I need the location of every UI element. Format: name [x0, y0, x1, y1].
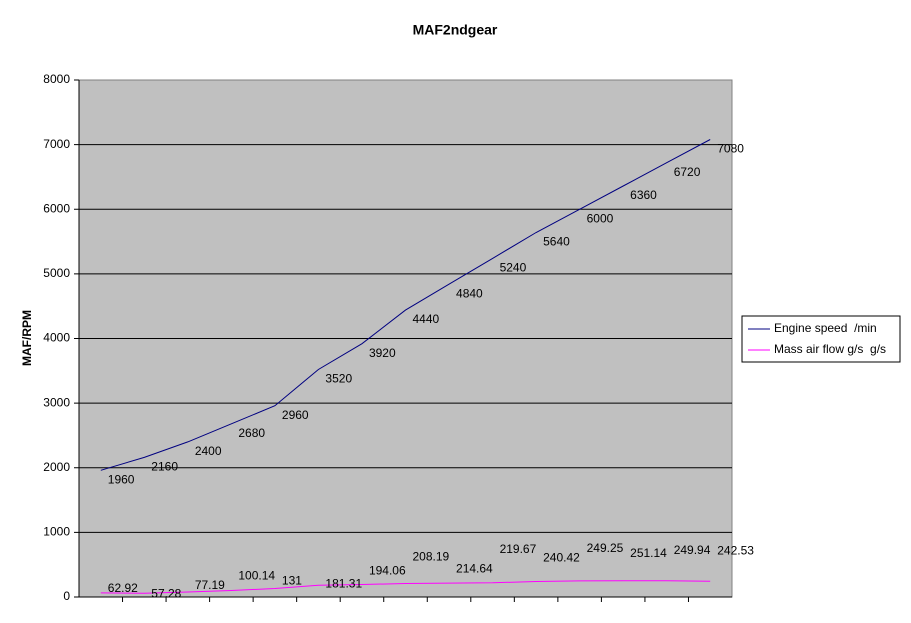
data-label: 77.19	[195, 578, 225, 592]
data-label: 5640	[543, 235, 570, 249]
y-tick-label: 4000	[43, 331, 70, 345]
data-label: 4840	[456, 286, 483, 300]
data-label: 214.64	[456, 561, 493, 575]
y-tick-label: 8000	[43, 72, 70, 86]
data-label: 2680	[238, 426, 265, 440]
chart-title: MAF2ndgear	[413, 22, 498, 38]
y-tick-label: 1000	[43, 525, 70, 539]
data-label: 62.92	[108, 581, 138, 595]
data-label: 219.67	[500, 542, 537, 556]
y-tick-label: 2000	[43, 460, 70, 474]
legend-label: Engine speed /min	[774, 321, 877, 335]
series-line	[100, 580, 711, 594]
data-label: 57.28	[151, 586, 181, 600]
y-tick-label: 5000	[43, 266, 70, 280]
data-label: 181.31	[325, 576, 362, 590]
data-label: 251.14	[630, 546, 667, 560]
legend-label: Mass air flow g/s g/s	[774, 342, 886, 356]
data-label: 7080	[717, 142, 744, 156]
y-tick-label: 3000	[43, 395, 70, 409]
y-tick-label: 7000	[43, 137, 70, 151]
data-label: 6720	[674, 165, 701, 179]
data-label: 2400	[195, 444, 222, 458]
data-label: 2960	[282, 408, 309, 422]
data-label: 1960	[108, 473, 135, 487]
data-label: 100.14	[238, 569, 275, 583]
data-label: 3920	[369, 346, 396, 360]
data-label: 4440	[413, 312, 440, 326]
data-label: 6000	[587, 211, 614, 225]
y-tick-label: 6000	[43, 201, 70, 215]
data-label: 131	[282, 574, 302, 588]
y-axis-title: MAF/RPM	[20, 310, 34, 366]
data-label: 3520	[325, 372, 352, 386]
data-label: 2160	[151, 460, 178, 474]
legend	[741, 315, 901, 363]
data-label: 249.25	[587, 541, 624, 555]
y-tick-label: 0	[63, 589, 70, 603]
series-line	[100, 139, 711, 471]
data-label: 208.19	[413, 550, 450, 564]
data-label: 6360	[630, 188, 657, 202]
data-label: 5240	[500, 261, 527, 275]
data-label: 249.94	[674, 543, 711, 557]
data-label: 240.42	[543, 551, 580, 565]
data-label: 194.06	[369, 564, 406, 578]
data-label: 242.53	[717, 543, 754, 557]
